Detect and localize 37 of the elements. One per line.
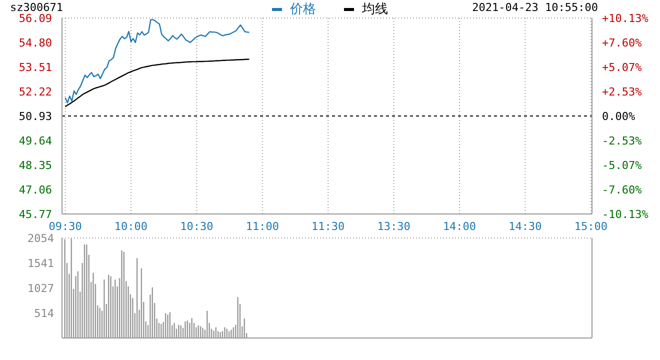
legend-label: 价格	[289, 1, 316, 18]
y2-tick-label: +10.13%	[602, 12, 649, 25]
chart-subtitle: 2021-04-23 10:55:00	[472, 1, 598, 14]
y-tick-label: 54.80	[18, 36, 52, 50]
y-tick-label: 514	[34, 306, 54, 320]
y2-tick-label: +2.53%	[602, 86, 642, 99]
x-tick-label: 14:00	[442, 220, 476, 233]
x-tick-label: 11:30	[312, 220, 345, 233]
y2-tick-label: +5.07%	[602, 60, 642, 74]
y-tick-label: 56.09	[18, 12, 52, 25]
y-tick-label: 47.06	[18, 184, 52, 196]
x-tick-label: 13:30	[377, 220, 410, 233]
y2-tick-label: 0.00%	[602, 110, 636, 123]
x-tick-label: 10:30	[180, 220, 214, 233]
y-tick-label: 49.64	[18, 134, 52, 148]
chart-title: sz300671	[10, 1, 63, 14]
y-tick-label: 48.35	[18, 159, 52, 172]
x-tick-label: 15:00	[574, 220, 608, 233]
x-tick-label: 14:30	[508, 220, 542, 233]
legend-label: 均线	[361, 1, 388, 18]
line-series	[64, 58, 250, 108]
y2-tick-label: -2.53%	[602, 134, 642, 148]
x-tick-label: 10:00	[114, 220, 148, 233]
y2-tick-label: -5.07%	[602, 159, 642, 172]
y-tick-label: 45.77	[18, 208, 52, 221]
y-tick-label: 2054	[28, 232, 54, 245]
x-tick-label: 09:30	[48, 220, 82, 233]
y-tick-label: 53.51	[18, 61, 52, 74]
y-tick-label: 1541	[28, 256, 54, 270]
y2-tick-label: +7.60%	[602, 36, 642, 50]
y2-tick-label: -7.60%	[602, 184, 642, 197]
y-tick-label: 1027	[28, 282, 54, 295]
y-tick-label: 52.22	[18, 86, 52, 98]
line-series	[64, 19, 250, 104]
y-tick-label: 50.93	[18, 110, 52, 123]
y2-tick-label: -10.13%	[602, 208, 649, 221]
x-tick-label: 11:00	[246, 220, 279, 233]
